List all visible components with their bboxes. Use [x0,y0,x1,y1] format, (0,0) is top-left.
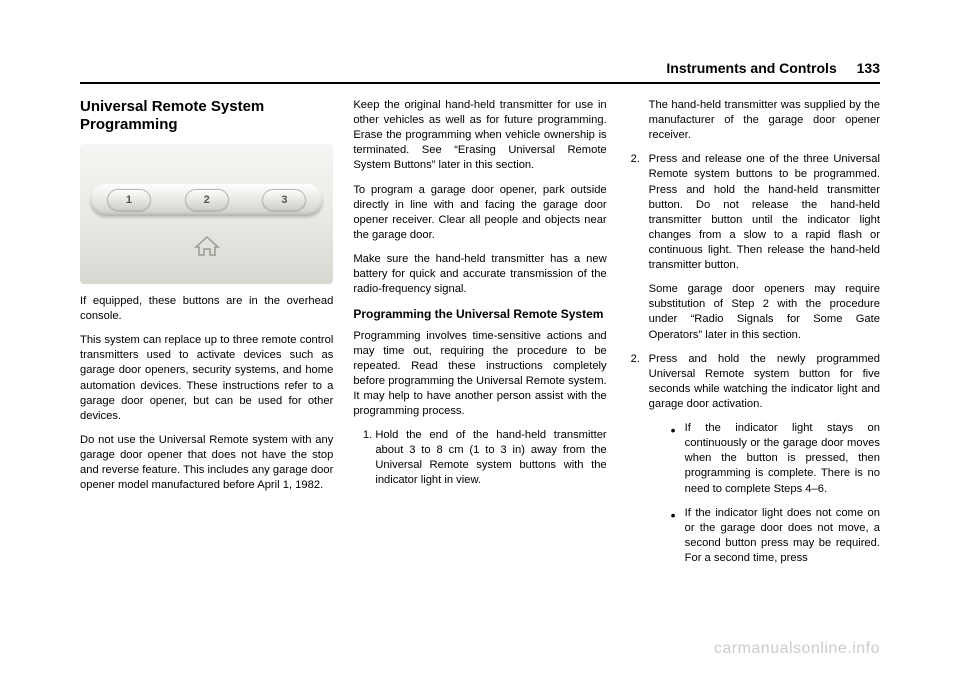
remote-button-row: 1 2 3 [90,184,323,216]
remote-illustration: 1 2 3 [80,144,333,284]
col1-para-1: If equipped, these buttons are in the ov… [80,294,333,324]
col1-para-3: Do not use the Universal Remote system w… [80,433,333,493]
section-title: Instruments and Controls [666,60,836,76]
heading-line-1: Universal Remote System [80,98,264,115]
bullet-2: If the indicator light does not come on … [671,506,880,566]
manual-page: Instruments and Controls 133 Universal R… [0,0,960,678]
step-2: Press and release one of the three Unive… [649,152,880,273]
column-2: Keep the original hand-held transmitter … [353,98,606,638]
col1-para-2: This system can replace up to three remo… [80,333,333,424]
col2-para-4: Programming involves time-sensitive acti… [353,329,606,420]
step-list-3: Press and hold the newly programmed Univ… [627,352,880,412]
step-list-1: Hold the end of the hand-held transmitte… [353,428,606,488]
column-1: Universal Remote System Programming 1 2 … [80,98,333,638]
house-icon [194,234,220,266]
step-1: Hold the end of the hand-held transmitte… [375,428,606,488]
heading-line-2: Programming [80,116,178,133]
main-heading: Universal Remote System Programming [80,98,333,134]
page-number: 133 [857,60,880,76]
bullet-1: If the indicator light stays on continuo… [671,421,880,497]
page-header: Instruments and Controls 133 [80,60,880,84]
col2-subheading: Programming the Universal Remote System [353,306,606,322]
content-columns: Universal Remote System Programming 1 2 … [80,98,880,638]
column-3: The hand-held transmitter was supplied b… [627,98,880,638]
step-2-note: Some garage door openers may require sub… [649,282,880,342]
watermark: carmanualsonline.info [714,640,880,658]
col2-para-1: Keep the original hand-held transmitter … [353,98,606,174]
step1-continuation: The hand-held transmitter was supplied b… [649,98,880,143]
step-list-2: Press and release one of the three Unive… [627,152,880,273]
col2-para-3: Make sure the hand-held transmitter has … [353,252,606,297]
step-3-bullets: If the indicator light stays on continuo… [649,421,880,566]
col2-para-2: To program a garage door opener, park ou… [353,183,606,243]
step-3: Press and hold the newly programmed Univ… [649,352,880,412]
remote-button-1: 1 [107,189,151,211]
remote-button-2: 2 [185,189,229,211]
remote-button-3: 3 [262,189,306,211]
